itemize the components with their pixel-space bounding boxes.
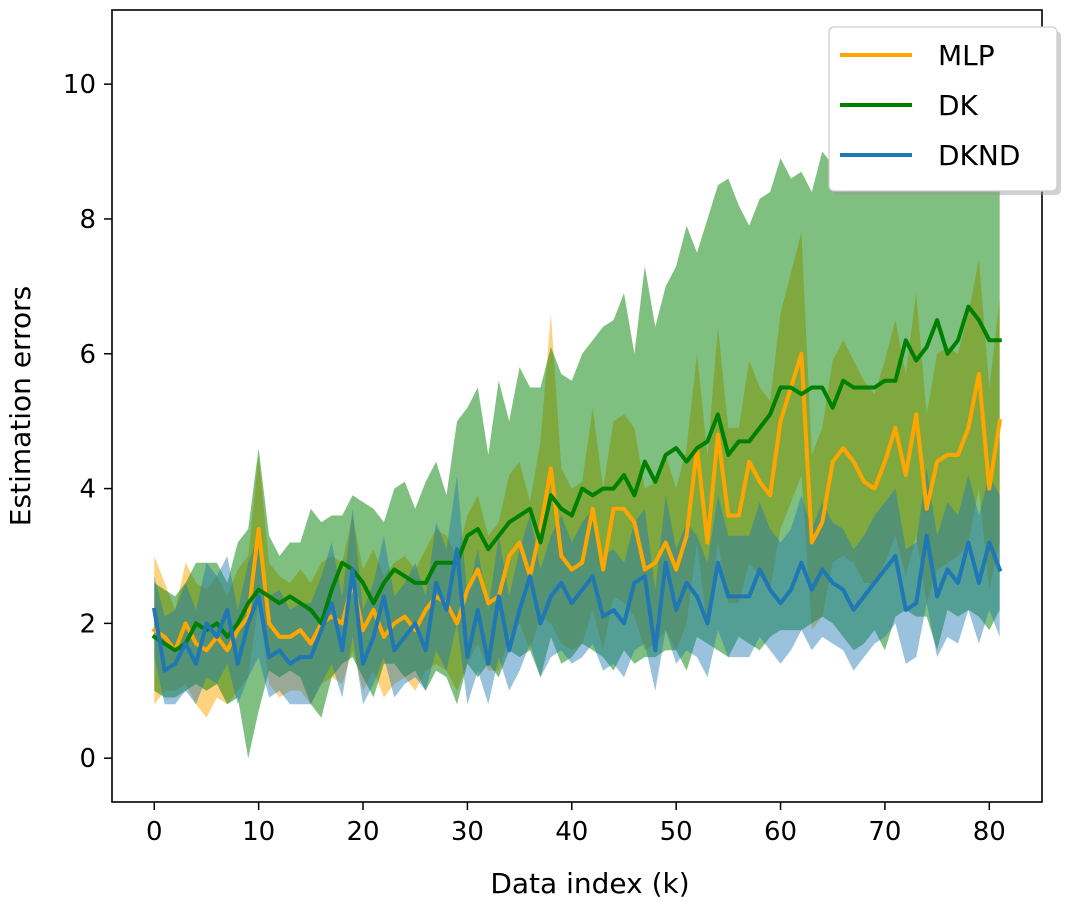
y-tick-label: 6 [79,340,96,370]
y-tick-label: 10 [63,70,96,100]
line-mlp [151,351,1002,653]
y-axis-ticks: 0 2 4 6 8 10 [63,70,112,774]
legend: MLP DK DKND [828,26,1061,195]
plot-frame [111,9,1043,803]
legend-box [828,26,1058,192]
line-dknd [151,533,1003,673]
legend-label-dk: DK [938,89,979,122]
x-tick-label: 60 [764,817,797,847]
legend-label-dknd: DKND [938,139,1020,172]
y-tick-label: 8 [79,205,96,235]
band-dknd [154,468,1000,705]
x-tick-label: 10 [242,817,275,847]
y-tick-label: 2 [79,609,96,639]
x-axis-ticks: 0 10 20 30 40 50 60 70 80 [146,802,1006,847]
series-lines [151,304,1003,673]
x-tick-label: 30 [451,817,484,847]
legend-label-mlp: MLP [938,39,995,72]
x-tick-label: 50 [660,817,693,847]
y-tick-label: 4 [79,475,96,505]
line-dk [151,304,1002,653]
x-tick-label: 40 [555,817,588,847]
x-tick-label: 0 [146,817,163,847]
x-tick-label: 20 [346,817,379,847]
x-tick-label: 80 [973,817,1006,847]
y-tick-label: 0 [79,744,96,774]
y-axis-label: Estimation errors [4,286,37,526]
x-axis-label: Data index (k) [490,867,689,900]
x-tick-label: 70 [868,817,901,847]
